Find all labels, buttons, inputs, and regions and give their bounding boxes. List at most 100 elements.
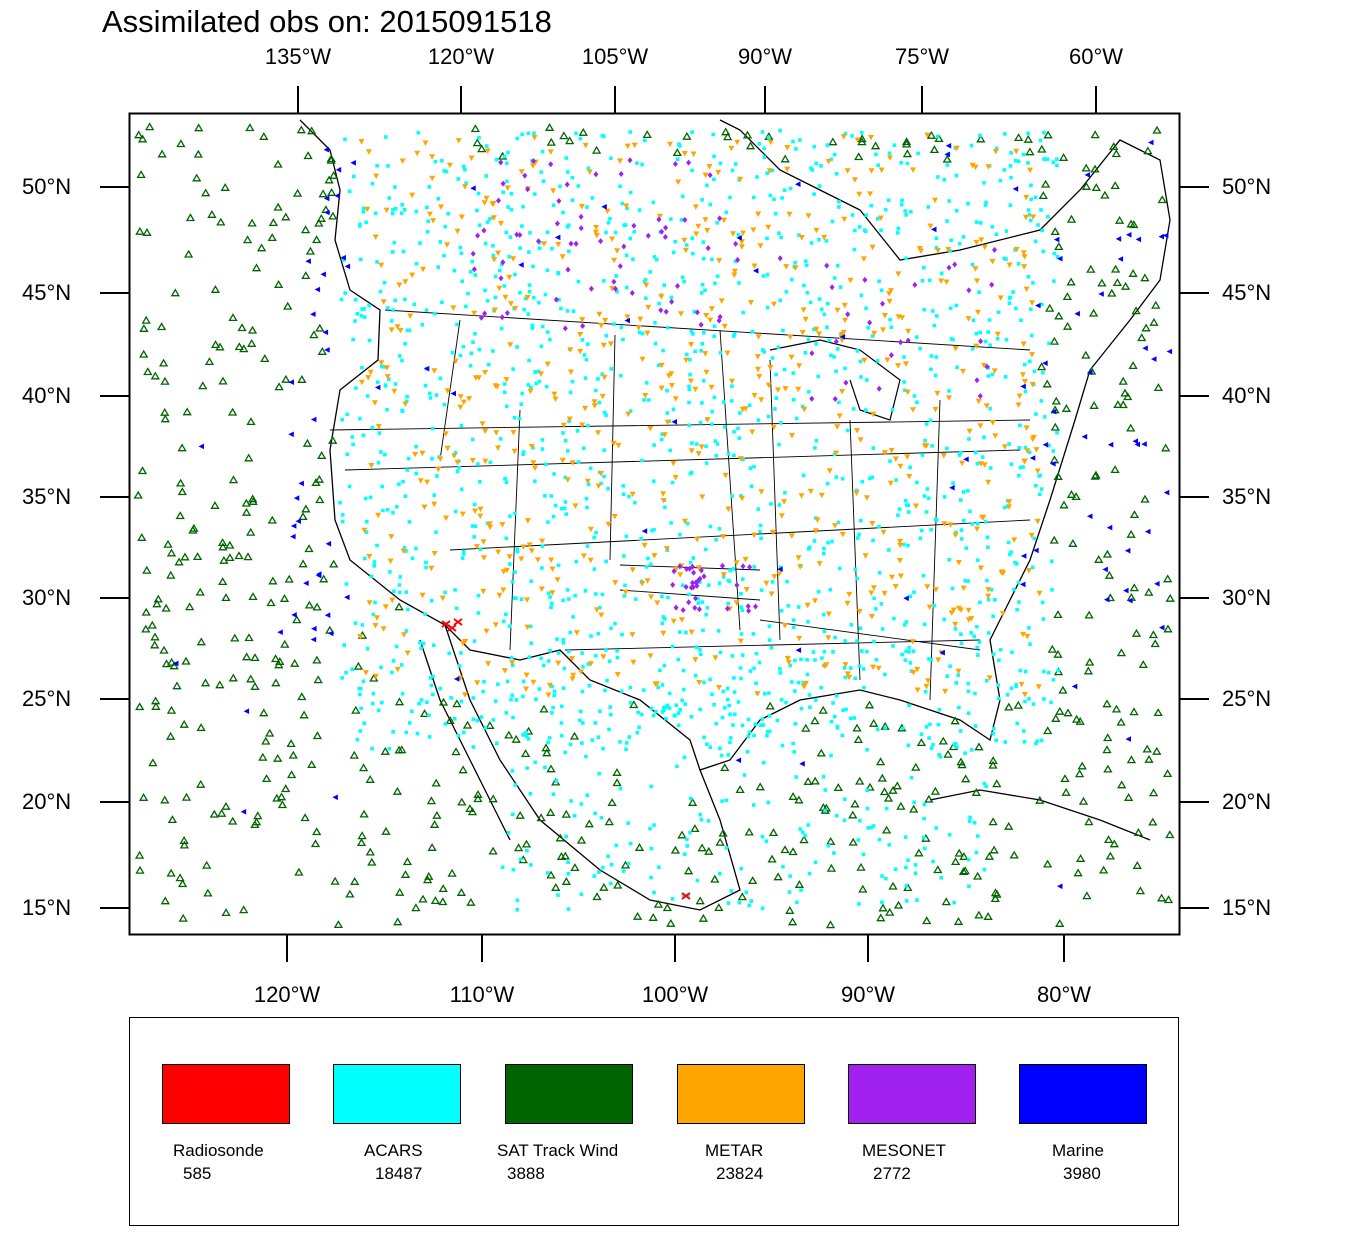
acars-marker <box>973 691 977 696</box>
acars-marker <box>442 253 446 258</box>
acars-marker <box>760 906 765 911</box>
sat-wind-marker <box>145 122 155 131</box>
metar-marker <box>1006 504 1012 510</box>
acars-marker <box>664 716 668 721</box>
sat-wind-marker <box>869 718 879 727</box>
acars-marker <box>655 257 659 262</box>
sat-wind-marker <box>794 795 804 804</box>
sat-wind-marker <box>261 736 271 745</box>
acars-marker <box>660 594 664 599</box>
sat-wind-marker <box>1140 273 1150 282</box>
sat-wind-marker <box>314 474 325 483</box>
map-frame <box>128 112 1181 936</box>
sat-wind-marker <box>165 731 176 740</box>
acars-marker <box>966 681 971 686</box>
acars-marker <box>705 605 710 610</box>
acars-marker <box>794 416 799 421</box>
metar-marker <box>604 208 611 215</box>
acars-marker <box>887 548 891 552</box>
acars-marker <box>469 269 473 274</box>
acars-marker <box>557 298 561 302</box>
sat-wind-marker <box>1047 644 1057 653</box>
acars-marker <box>915 335 919 339</box>
acars-marker <box>843 639 847 643</box>
acars-marker <box>858 626 863 631</box>
acars-marker <box>863 229 868 233</box>
acars-marker <box>773 211 778 216</box>
acars-marker <box>822 629 827 634</box>
acars-marker <box>661 348 665 353</box>
metar-marker <box>682 247 689 254</box>
sat-wind-marker <box>166 705 177 714</box>
sat-wind-marker <box>271 678 281 687</box>
sat-wind-marker <box>394 602 404 611</box>
mesonet-marker <box>470 250 476 257</box>
acars-marker <box>938 755 943 759</box>
acars-marker <box>945 163 950 167</box>
acars-marker <box>829 353 833 358</box>
marine-marker <box>332 794 338 801</box>
acars-marker <box>687 592 691 597</box>
acars-marker <box>816 589 821 594</box>
acars-marker <box>726 901 731 905</box>
metar-marker <box>538 586 545 592</box>
sat-wind-marker <box>1084 817 1094 826</box>
acars-marker <box>1051 160 1056 164</box>
acars-marker <box>342 643 346 647</box>
metar-marker <box>952 621 959 628</box>
acars-marker <box>1008 552 1012 557</box>
marine-marker <box>310 416 317 423</box>
metar-marker <box>452 358 459 364</box>
sat-wind-marker <box>855 776 865 785</box>
sat-wind-marker <box>687 798 698 806</box>
acars-marker <box>649 875 653 880</box>
acars-marker <box>706 819 711 823</box>
sat-wind-marker <box>251 263 262 272</box>
legend-swatch-marine <box>1019 1064 1147 1124</box>
sat-wind-marker <box>896 801 906 810</box>
sat-wind-marker <box>246 674 256 683</box>
sat-wind-marker <box>1053 472 1063 480</box>
acars-marker <box>609 156 613 160</box>
acars-marker <box>680 194 685 199</box>
acars-marker <box>526 312 530 316</box>
metar-marker <box>973 343 980 350</box>
acars-marker <box>904 213 908 217</box>
metar-marker <box>768 591 775 597</box>
acars-marker <box>571 615 575 619</box>
acars-marker <box>564 512 568 516</box>
marine-marker <box>323 146 330 153</box>
metar-marker <box>869 521 876 527</box>
acars-marker <box>528 624 533 629</box>
sat-wind-marker <box>273 159 283 168</box>
metar-marker <box>378 262 385 269</box>
acars-marker <box>850 134 854 138</box>
metar-marker <box>702 351 709 357</box>
acars-marker <box>534 697 538 701</box>
mesonet-marker <box>499 314 505 321</box>
metar-marker <box>466 396 473 402</box>
sat-wind-marker <box>1074 769 1085 778</box>
sat-wind-marker <box>565 136 575 145</box>
acars-marker <box>915 480 919 485</box>
marine-marker <box>450 390 456 397</box>
metar-marker <box>457 404 464 411</box>
mesonet-marker <box>564 181 570 188</box>
acars-marker <box>358 222 362 227</box>
acars-marker <box>883 207 888 212</box>
acars-marker <box>822 551 826 556</box>
acars-marker <box>676 657 681 662</box>
acars-marker <box>375 163 379 168</box>
metar-marker <box>834 307 841 314</box>
metar-marker <box>549 590 556 596</box>
acars-marker <box>958 729 963 733</box>
acars-marker <box>600 372 604 376</box>
acars-marker <box>1003 505 1007 510</box>
acars-marker <box>986 545 990 549</box>
sat-wind-marker <box>780 154 790 163</box>
acars-marker <box>506 205 510 209</box>
sat-wind-marker <box>930 786 941 795</box>
acars-marker <box>527 655 532 659</box>
sat-wind-marker <box>742 130 753 139</box>
sat-wind-marker <box>698 913 709 922</box>
